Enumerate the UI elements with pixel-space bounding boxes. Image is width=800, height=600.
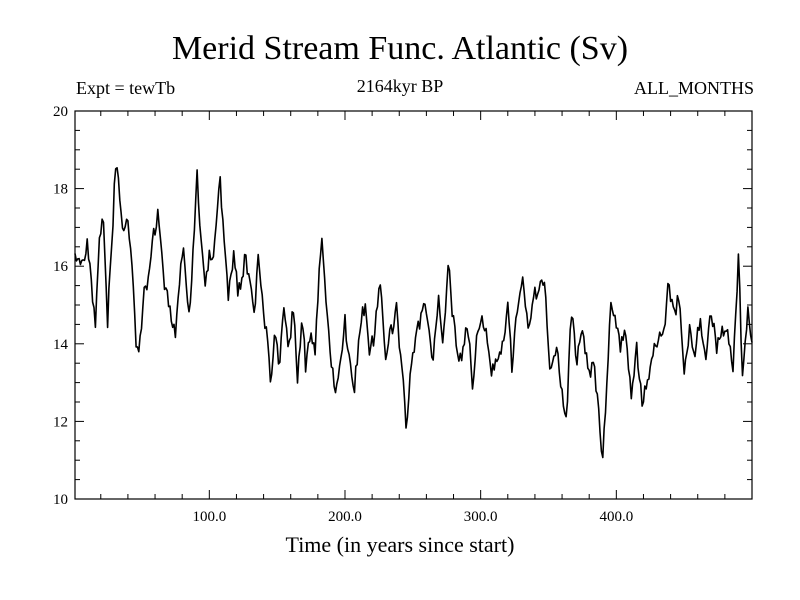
months-label: ALL_MONTHS: [634, 78, 754, 98]
y-tick-label: 18: [53, 182, 68, 198]
axis-tick-labels: 100.0 200.0 300.0 400.0 10 12 14 16 18 20: [53, 104, 633, 525]
y-tick-label: 12: [53, 414, 68, 430]
x-tick-label: 100.0: [192, 509, 226, 525]
plot-frame: [74, 110, 753, 500]
axis-ticks: [75, 111, 752, 499]
x-tick-label: 200.0: [328, 509, 362, 525]
y-tick-label: 16: [53, 259, 69, 275]
x-tick-label: 400.0: [599, 509, 633, 525]
period-label: 2164kyr BP: [356, 76, 444, 96]
x-axis-label: Time (in years since start): [285, 532, 515, 557]
y-tick-label: 14: [53, 337, 69, 353]
experiment-label: Expt = tewTb: [76, 78, 176, 98]
y-tick-label: 20: [53, 104, 68, 120]
y-tick-label: 10: [53, 492, 68, 508]
x-tick-label: 300.0: [464, 509, 498, 525]
chart-title: Merid Stream Func. Atlantic (Sv): [171, 30, 629, 67]
series-line: [74, 167, 753, 459]
